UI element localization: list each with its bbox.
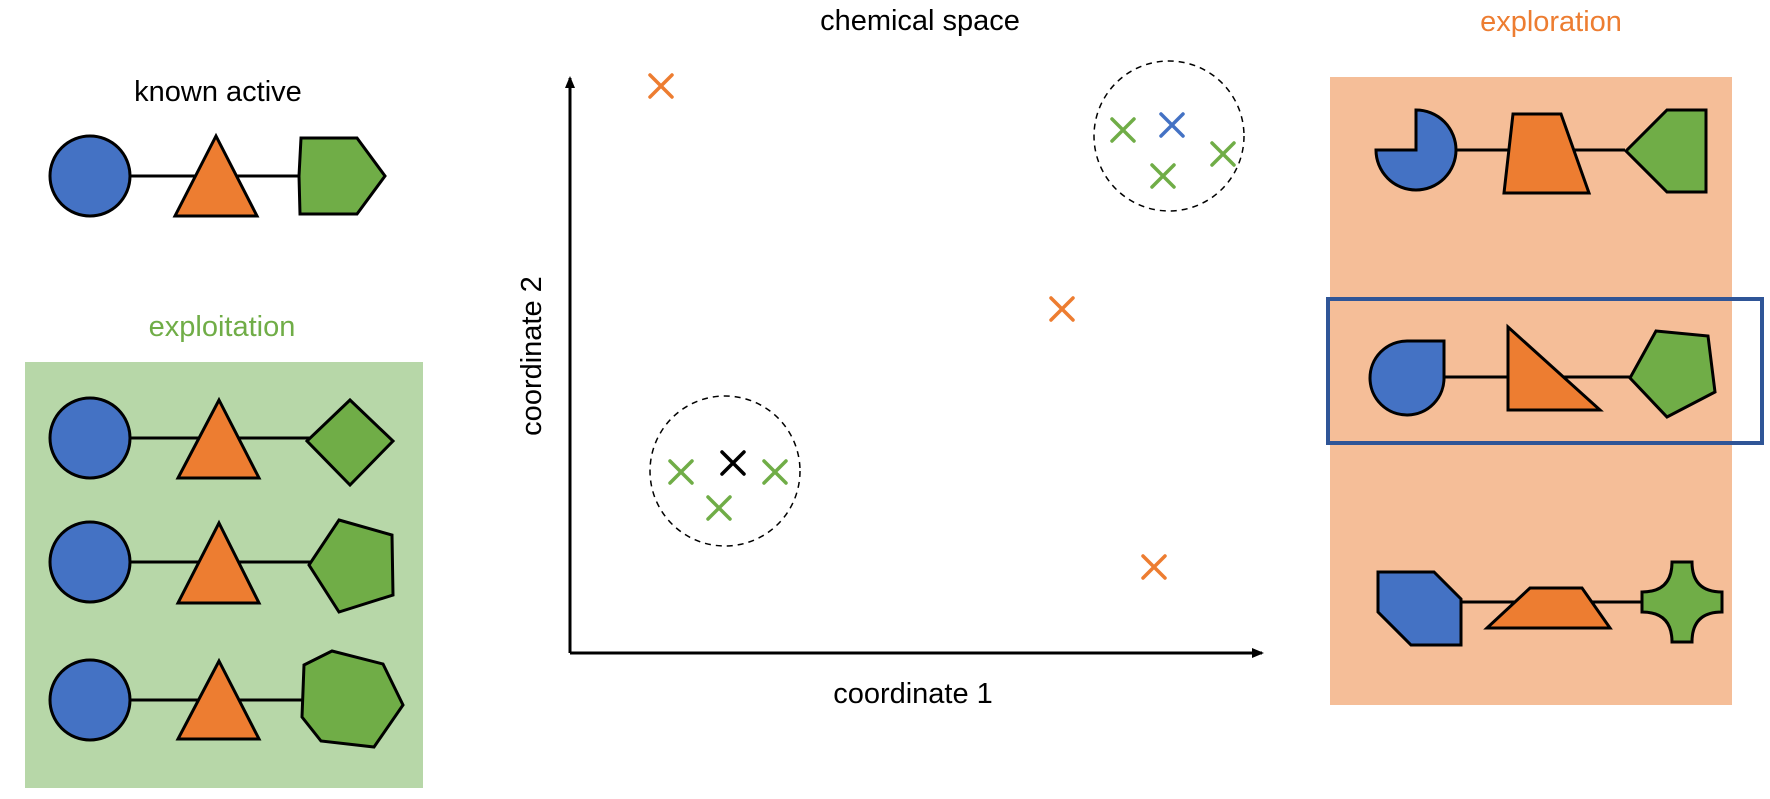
pentagon-icon <box>1628 329 1717 419</box>
triangle-icon <box>175 519 262 605</box>
circle-icon <box>48 396 132 480</box>
three-quarter-circle-icon <box>1374 108 1458 192</box>
marker-exploration-cluster <box>1210 141 1236 167</box>
exploration-cluster-circle <box>1093 60 1245 212</box>
marker-exploitation <box>706 495 732 521</box>
marker-exploration <box>648 73 674 99</box>
circle-icon <box>48 134 132 218</box>
teardrop-icon <box>1368 339 1446 417</box>
triangle-icon <box>175 657 262 741</box>
trapezoid-icon <box>1502 112 1592 195</box>
triangle-icon <box>175 396 262 480</box>
flat-trapezoid-icon <box>1483 586 1613 630</box>
cut-corner-hexagon-icon <box>1376 570 1463 647</box>
chemical-space-plot: chemical space coordinate 1 coordinate 2 <box>516 5 1264 710</box>
marker-exploration <box>1049 296 1075 322</box>
exploitation-row-3 <box>48 649 405 749</box>
markers <box>648 73 1236 580</box>
triangle-icon <box>172 132 260 218</box>
concave-star-icon <box>1640 560 1724 644</box>
exploitation-section: exploitation <box>25 311 423 788</box>
marker-exploitation <box>668 459 694 485</box>
chemical-space-title: chemical space <box>820 5 1020 37</box>
arrow-pentagon-icon <box>1623 108 1708 194</box>
exploitation-cluster-circle <box>649 395 801 547</box>
exploitation-row-2 <box>48 518 395 614</box>
exploitation-row-1 <box>48 396 396 488</box>
marker-exploration-cluster <box>1150 163 1176 189</box>
circle-icon <box>48 520 132 604</box>
marker-exploration <box>1141 554 1167 580</box>
marker-exploitation <box>762 459 788 485</box>
known-active-title: known active <box>134 76 302 108</box>
marker-selected <box>1159 112 1185 138</box>
known-active-section: known active <box>48 76 387 218</box>
exploitation-title: exploitation <box>149 311 296 343</box>
exploration-section: exploration <box>1326 6 1764 705</box>
heptagon-icon <box>300 649 405 749</box>
exploration-row-2 <box>1368 323 1717 419</box>
hexagon-icon <box>297 136 387 216</box>
pentagon-icon <box>307 518 395 614</box>
exploration-row-1 <box>1374 108 1708 195</box>
diamond-icon <box>304 397 396 488</box>
exploration-row-3 <box>1376 560 1724 647</box>
marker-exploration-cluster <box>1110 117 1136 143</box>
y-axis-label: coordinate 2 <box>516 276 548 436</box>
circle-icon <box>48 658 132 742</box>
selected-candidate-frame <box>1326 297 1764 445</box>
right-triangle-icon <box>1506 323 1604 412</box>
marker-known-active <box>720 450 746 476</box>
exploration-title: exploration <box>1480 6 1622 38</box>
x-axis-label: coordinate 1 <box>833 678 993 710</box>
